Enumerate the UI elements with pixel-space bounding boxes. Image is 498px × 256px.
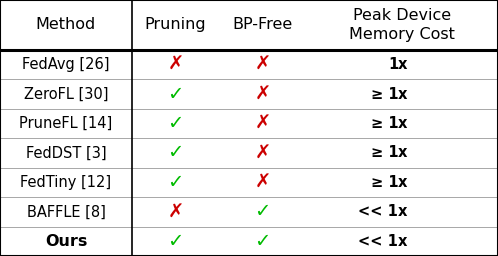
- Text: Pruning: Pruning: [145, 17, 206, 33]
- Text: ✓: ✓: [254, 232, 271, 251]
- Text: ✓: ✓: [254, 202, 271, 221]
- Text: BP-Free: BP-Free: [233, 17, 293, 33]
- Text: FedAvg [26]: FedAvg [26]: [22, 57, 110, 72]
- Text: x: x: [398, 204, 407, 219]
- Text: ✓: ✓: [167, 84, 184, 104]
- Text: ✗: ✗: [254, 55, 271, 74]
- Text: Ours: Ours: [45, 234, 87, 249]
- Text: Method: Method: [36, 17, 96, 33]
- Text: ✗: ✗: [167, 55, 184, 74]
- Text: << 1: << 1: [358, 204, 398, 219]
- Text: x: x: [398, 234, 407, 249]
- Text: FedTiny [12]: FedTiny [12]: [20, 175, 112, 190]
- Text: ✗: ✗: [254, 84, 271, 104]
- Text: << 1: << 1: [358, 234, 398, 249]
- Text: ✓: ✓: [167, 232, 184, 251]
- Text: ✗: ✗: [254, 143, 271, 163]
- Text: ✗: ✗: [167, 202, 184, 221]
- Text: 1: 1: [388, 57, 398, 72]
- Text: ✓: ✓: [167, 143, 184, 163]
- Text: Peak Device
Memory Cost: Peak Device Memory Cost: [349, 8, 455, 42]
- Text: x: x: [398, 87, 407, 102]
- Text: ✓: ✓: [167, 114, 184, 133]
- Text: ✓: ✓: [167, 173, 184, 192]
- Text: PruneFL [14]: PruneFL [14]: [19, 116, 113, 131]
- Text: ≥ 1: ≥ 1: [371, 145, 398, 161]
- Text: ✗: ✗: [254, 114, 271, 133]
- Text: ✗: ✗: [254, 173, 271, 192]
- Text: x: x: [398, 145, 407, 161]
- Text: x: x: [398, 175, 407, 190]
- Text: ≥ 1: ≥ 1: [371, 87, 398, 102]
- Text: ≥ 1: ≥ 1: [371, 175, 398, 190]
- Text: x: x: [398, 116, 407, 131]
- Text: ZeroFL [30]: ZeroFL [30]: [24, 87, 108, 102]
- Text: BAFFLE [8]: BAFFLE [8]: [26, 204, 106, 219]
- Text: FedDST [3]: FedDST [3]: [26, 145, 106, 161]
- Text: ≥ 1: ≥ 1: [371, 116, 398, 131]
- Text: x: x: [398, 57, 407, 72]
